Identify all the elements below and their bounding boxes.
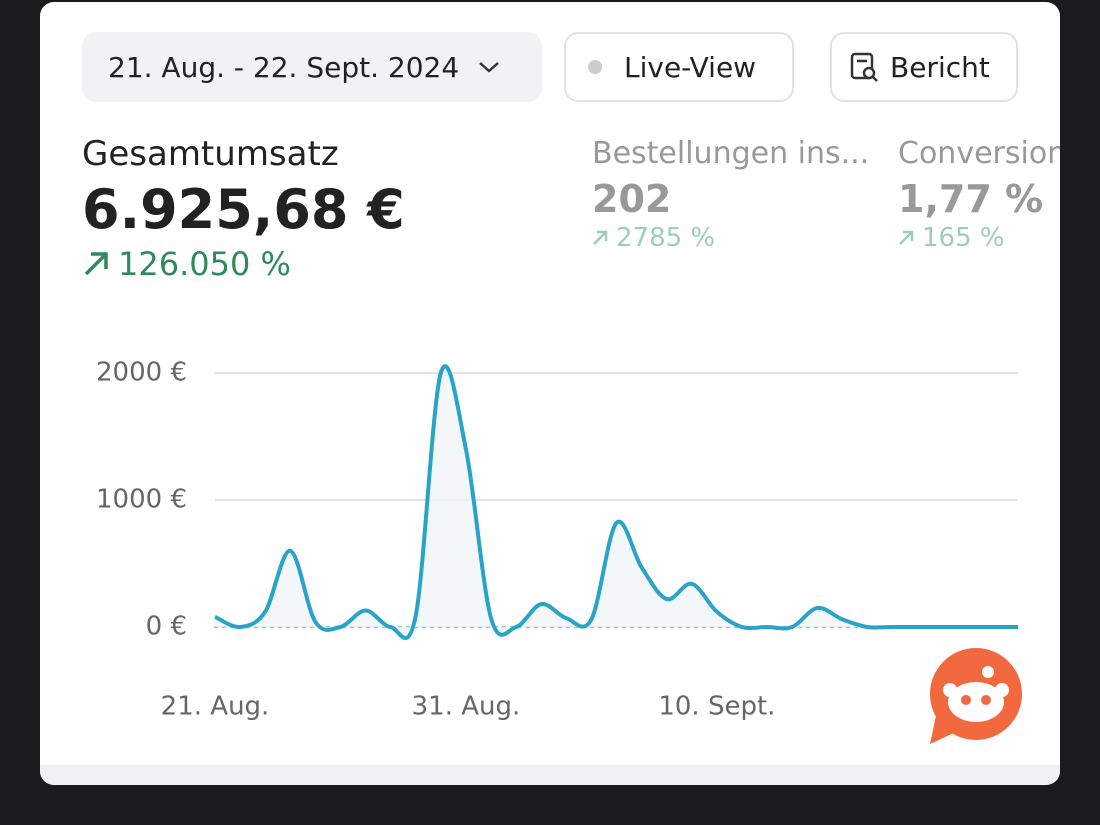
metric-label: Gesamtumsatz [82,134,339,174]
chart: 0 € 1000 € 2000 € 21. Aug. 31. Aug. 10. Sept. [96,358,1020,722]
report-button[interactable]: Bericht [830,32,1018,102]
live-view: Live-View [624,50,757,84]
card: 0 € 1000 € 2000 € 21. Aug. 31. Aug. 10. Sept.… [40,2,1060,785]
x-tick-label: 10. Sept. [658,692,775,722]
status-dot [588,60,602,74]
report: Bericht [890,50,990,84]
metric-change: 126.050 % [82,245,405,283]
report-icon [850,52,878,82]
y-tick-label: 2000 € [96,358,187,388]
date-range: 21. Aug. - 22. Sept. 2024 [108,50,460,84]
change-text: 126.050 % [118,245,291,283]
date-range-button[interactable]: 21. Aug. - 22. Sept. 2024 [82,32,542,102]
metric-value: 202 [592,177,672,221]
footer-strip [40,765,1060,785]
metric-value: 6.925,68 € [82,178,405,241]
metric-label: Bestellungen ins... [592,136,870,171]
metric[interactable]: Conversion 1,77 % 165 % [898,136,1060,253]
metric-change: 2785 % [592,223,869,253]
up-arrow [899,230,914,245]
up-arrow [84,252,108,276]
chevron [479,62,499,73]
x-tick-label: 31. Aug. [412,692,521,722]
metric-label: Conversion [898,136,1060,171]
metric-value: 1,77 % [898,177,1044,221]
metric-change: 165 % [898,223,1060,253]
y-tick-label: 1000 € [96,485,187,515]
line [214,364,1019,641]
up-arrow [593,230,608,245]
change-text: 165 % [922,223,1005,253]
change-text: 2785 % [616,223,716,253]
chat-widget[interactable] [926,646,1026,746]
metric[interactable]: Bestellungen ins... 202 2785 % [592,136,869,253]
live-view-button[interactable]: Live-View [564,32,794,102]
metric[interactable]: Gesamtumsatz 6.925,68 € 126.050 % [82,134,405,283]
area [215,366,1018,639]
y-tick-label: 0 € [146,612,187,642]
x-tick-label: 21. Aug. [161,692,270,722]
